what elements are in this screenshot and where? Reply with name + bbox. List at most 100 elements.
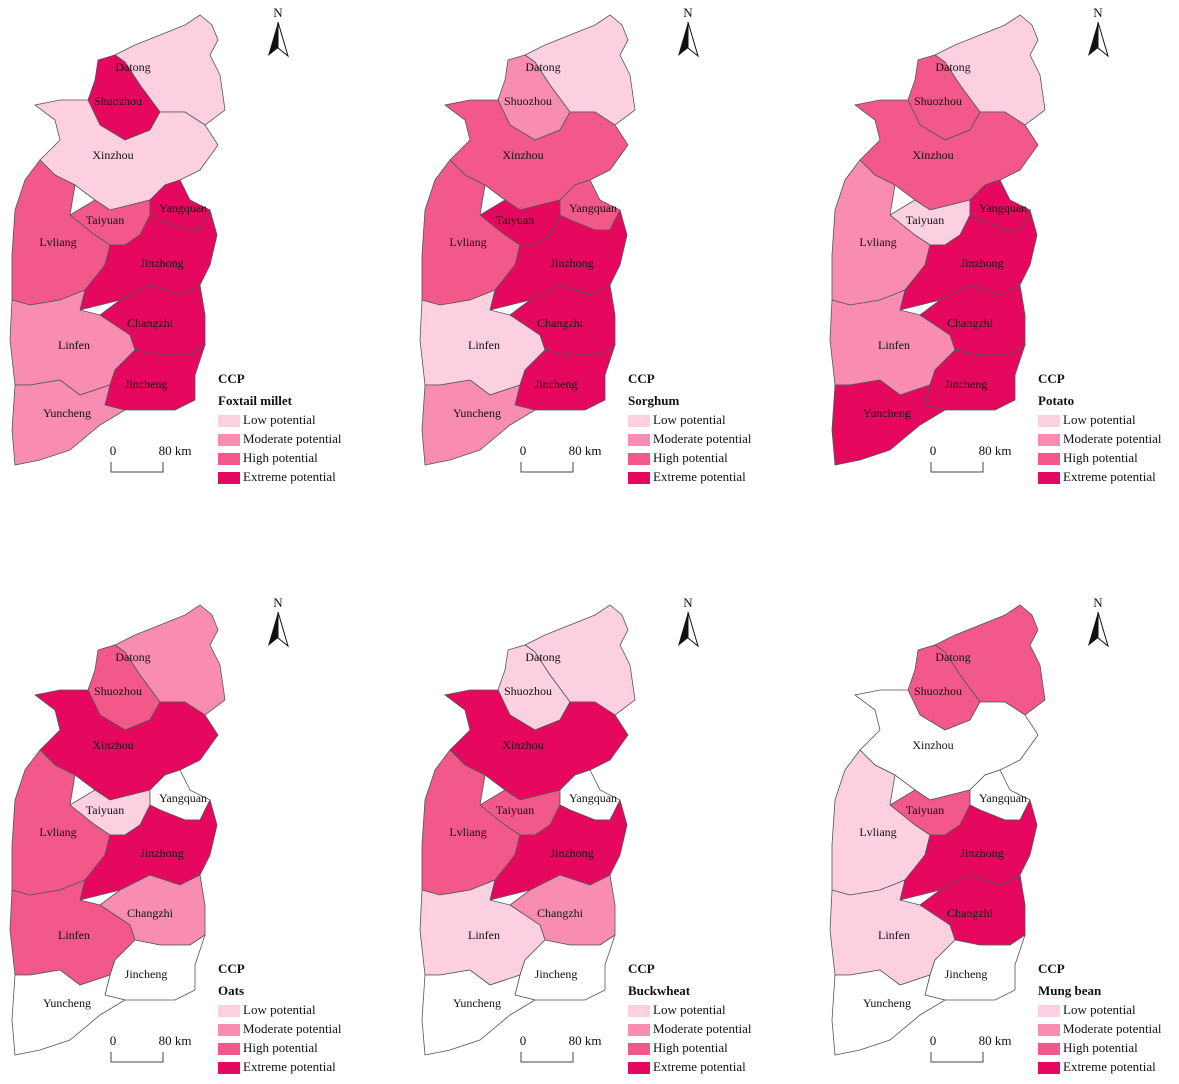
- region-label: Jincheng: [125, 967, 168, 981]
- region-label: Linfen: [58, 928, 90, 942]
- north-arrow: [268, 612, 278, 646]
- region-label: Taiyuan: [496, 213, 534, 227]
- legend-swatch: [628, 415, 650, 427]
- legend-swatch: [1038, 434, 1060, 446]
- legend-swatch: [628, 472, 650, 484]
- legend-swatch: [218, 434, 240, 446]
- region: [421, 379, 537, 466]
- north-label: N: [1093, 5, 1103, 20]
- region-label: Taiyuan: [906, 803, 944, 817]
- region-label: Lvliang: [859, 235, 896, 249]
- legend-swatch: [1038, 1043, 1060, 1055]
- legend-swatch: [1038, 1024, 1060, 1036]
- scale-bar: [520, 462, 574, 473]
- north-arrow: [1088, 22, 1098, 56]
- legend-title: CCP: [1038, 961, 1065, 976]
- region-label: Shuozhou: [94, 684, 142, 698]
- region-label: Xinzhou: [912, 738, 953, 752]
- region-label: Changzhi: [537, 316, 584, 330]
- scale-label: 0: [520, 1033, 527, 1048]
- north-arrow: [678, 612, 688, 646]
- region-label: Shuozhou: [94, 94, 142, 108]
- legend-swatch: [218, 1043, 240, 1055]
- map-panel: Datong Shuozhou Xinzhou Taiyuan Yangquan Lvli…: [9, 5, 342, 484]
- region: [831, 379, 947, 466]
- legend-crop: Foxtail millet: [218, 393, 293, 408]
- region-label: Taiyuan: [86, 213, 124, 227]
- legend-title: CCP: [628, 961, 655, 976]
- region-label: Lvliang: [449, 825, 486, 839]
- north-arrow: [277, 21, 289, 58]
- north-arrow: [687, 611, 699, 648]
- scale-label: 80 km: [159, 1033, 192, 1048]
- region-label: Shuozhou: [504, 94, 552, 108]
- region-label: Jinzhong: [140, 846, 183, 860]
- legend-label: Moderate potential: [653, 431, 752, 446]
- legend-label: High potential: [653, 450, 728, 465]
- region-label: Yangquan: [159, 201, 207, 215]
- map-panel: Datong Shuozhou Xinzhou Taiyuan Yangquan Lvli…: [419, 5, 752, 484]
- region-label: Linfen: [878, 928, 910, 942]
- region-label: Xinzhou: [92, 148, 133, 162]
- map-panel: Datong Shuozhou Xinzhou Taiyuan Yangquan Lvli…: [9, 595, 342, 1074]
- legend-label: High potential: [653, 1040, 728, 1055]
- region-label: Yangquan: [569, 791, 617, 805]
- region: [421, 969, 537, 1056]
- legend-title: CCP: [1038, 371, 1065, 386]
- legend-crop: Oats: [218, 983, 244, 998]
- region-label: Yangquan: [979, 791, 1027, 805]
- region-label: Xinzhou: [502, 148, 543, 162]
- region-label: Yangquan: [979, 201, 1027, 215]
- region-label: Jinzhong: [960, 846, 1003, 860]
- north-label: N: [683, 5, 693, 20]
- north-label: N: [683, 595, 693, 610]
- legend-label: Extreme potential: [243, 1059, 336, 1074]
- region-label: Taiyuan: [86, 803, 124, 817]
- legend-label: Moderate potential: [1063, 431, 1162, 446]
- north-label: N: [273, 595, 283, 610]
- region-label: Jincheng: [125, 377, 168, 391]
- legend-label: Low potential: [243, 412, 316, 427]
- legend-crop: Potato: [1038, 393, 1074, 408]
- region-label: Yuncheng: [453, 996, 501, 1010]
- region-label: Xinzhou: [92, 738, 133, 752]
- north-arrow: [277, 611, 289, 648]
- region-label: Yangquan: [569, 201, 617, 215]
- scale-label: 0: [930, 443, 937, 458]
- region-label: Xinzhou: [502, 738, 543, 752]
- legend-label: Moderate potential: [243, 431, 342, 446]
- north-arrow: [1088, 612, 1098, 646]
- region-label: Linfen: [58, 338, 90, 352]
- region-label: Linfen: [468, 928, 500, 942]
- legend-label: Moderate potential: [1063, 1021, 1162, 1036]
- legend-swatch: [628, 1005, 650, 1017]
- legend-label: Moderate potential: [243, 1021, 342, 1036]
- legend-label: High potential: [243, 1040, 318, 1055]
- legend-label: Low potential: [1063, 1002, 1136, 1017]
- region-label: Datong: [525, 60, 560, 74]
- legend-swatch: [628, 1043, 650, 1055]
- legend-label: Low potential: [1063, 412, 1136, 427]
- map-panel: Datong Shuozhou Xinzhou Taiyuan Yangquan Lvli…: [829, 5, 1162, 484]
- region-label: Yuncheng: [863, 996, 911, 1010]
- region-label: Jinzhong: [140, 256, 183, 270]
- legend-swatch: [218, 1005, 240, 1017]
- scale-bar: [110, 1052, 164, 1063]
- scale-label: 80 km: [979, 443, 1012, 458]
- north-arrow: [1097, 611, 1109, 648]
- region-label: Jinzhong: [550, 256, 593, 270]
- legend-swatch: [628, 1024, 650, 1036]
- legend-label: Extreme potential: [1063, 469, 1156, 484]
- region-label: Xinzhou: [912, 148, 953, 162]
- region-label: Changzhi: [127, 906, 174, 920]
- legend-title: CCP: [628, 371, 655, 386]
- legend-swatch: [1038, 472, 1060, 484]
- legend-label: Moderate potential: [653, 1021, 752, 1036]
- north-arrow: [1097, 21, 1109, 58]
- region-label: Linfen: [878, 338, 910, 352]
- legend-crop: Sorghum: [628, 393, 679, 408]
- region-label: Shuozhou: [914, 684, 962, 698]
- region-label: Jincheng: [535, 377, 578, 391]
- scale-label: 80 km: [159, 443, 192, 458]
